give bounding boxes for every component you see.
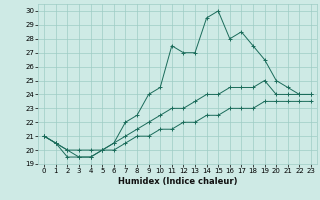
X-axis label: Humidex (Indice chaleur): Humidex (Indice chaleur) bbox=[118, 177, 237, 186]
